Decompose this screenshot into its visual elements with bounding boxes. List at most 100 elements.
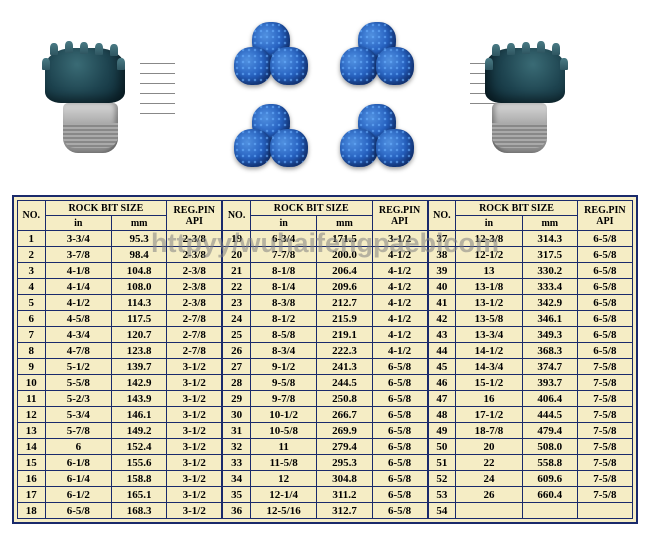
table-cell-mm: 143.9 (112, 391, 167, 407)
table-row: 74-3/4120.72-7/8 (18, 327, 222, 343)
table-row: 4716406.47-5/8 (428, 391, 632, 407)
table-cell-api: 2-3/8 (167, 247, 222, 263)
table-row: 84-7/8123.82-7/8 (18, 343, 222, 359)
table-cell-api: 6-5/8 (372, 391, 427, 407)
table-cell-api: 4-1/2 (372, 295, 427, 311)
table-cell-mm: 295.3 (317, 455, 372, 471)
table-row: 5020508.07-5/8 (428, 439, 632, 455)
table-cell-api: 4-1/2 (372, 327, 427, 343)
table-cell-no: 50 (428, 439, 456, 455)
table-cell-api: 6-5/8 (372, 375, 427, 391)
table-cell-api: 2-7/8 (167, 343, 222, 359)
table-cell-in: 13-1/2 (456, 295, 523, 311)
table-cell-api: 3-1/2 (167, 375, 222, 391)
table-row: 3110-5/8269.96-5/8 (223, 423, 427, 439)
table-cell-mm: 139.7 (112, 359, 167, 375)
table-cell-no: 32 (223, 439, 251, 455)
table-cell-mm: 120.7 (112, 327, 167, 343)
table-cell-api: 4-1/2 (372, 311, 427, 327)
table-row: 279-1/2241.36-5/8 (223, 359, 427, 375)
table-cell-no: 27 (223, 359, 251, 375)
table-cell-no: 21 (223, 263, 251, 279)
table-cell-mm: 393.7 (522, 375, 577, 391)
table-row: 176-1/2165.13-1/2 (18, 487, 222, 503)
table-cell-api: 2-3/8 (167, 231, 222, 247)
table-cell-no: 29 (223, 391, 251, 407)
callout-lines-left (140, 58, 180, 138)
table-row: 64-5/8117.52-7/8 (18, 311, 222, 327)
table-cell-in: 14-1/2 (456, 343, 523, 359)
table-cell-mm: 346.1 (522, 311, 577, 327)
table-cell-in: 22 (456, 455, 523, 471)
pin-threads (63, 123, 118, 148)
blue-tricone-4 (338, 104, 418, 174)
table-cell-api: 6-5/8 (577, 311, 632, 327)
table-cell-mm: 444.5 (522, 407, 577, 423)
table-cell-api: 7-5/8 (577, 487, 632, 503)
product-images-row (0, 0, 650, 195)
table-cell-no: 14 (18, 439, 46, 455)
table-cell-no: 26 (223, 343, 251, 359)
table-cell-mm: 406.4 (522, 391, 577, 407)
table-row: 4313-3/4349.36-5/8 (428, 327, 632, 343)
col-header-api: REG.PIN API (577, 201, 632, 231)
table-cell-no: 47 (428, 391, 456, 407)
blue-tricone-grid (225, 22, 425, 174)
table-cell-no: 52 (428, 471, 456, 487)
table-cell-mm: 168.3 (112, 503, 167, 519)
table-cell-no: 19 (223, 231, 251, 247)
table-section-3: NO. ROCK BIT SIZE REG.PIN API in mm 3712… (428, 200, 633, 519)
table-cell-in (456, 503, 523, 519)
blue-tricone-3 (232, 104, 312, 174)
table-cell-mm: 146.1 (112, 407, 167, 423)
table-cell-in: 12-3/8 (456, 231, 523, 247)
table-cell-in: 7-7/8 (250, 247, 317, 263)
table-cell-no: 37 (428, 231, 456, 247)
table-cell-in: 6-1/4 (45, 471, 112, 487)
table-cell-api: 3-1/2 (167, 487, 222, 503)
table-cell-api: 6-5/8 (577, 279, 632, 295)
table-cell-api: 6-5/8 (372, 407, 427, 423)
table-cell-mm: 222.3 (317, 343, 372, 359)
table-cell-in: 14-3/4 (456, 359, 523, 375)
table-row: 54 (428, 503, 632, 519)
table-cell-no: 41 (428, 295, 456, 311)
table-row: 4817-1/2444.57-5/8 (428, 407, 632, 423)
table-cell-in: 5-1/2 (45, 359, 112, 375)
col-header-mm: mm (317, 216, 372, 231)
table-cell-no: 43 (428, 327, 456, 343)
table-cell-mm: 314.3 (522, 231, 577, 247)
blue-tricone-2 (338, 22, 418, 92)
table-cell-no: 3 (18, 263, 46, 279)
table-row: 166-1/4158.83-1/2 (18, 471, 222, 487)
table-cell-in: 3-3/4 (45, 231, 112, 247)
table-cell-api: 6-5/8 (577, 327, 632, 343)
table-cell-api: 3-1/2 (167, 407, 222, 423)
table-cell-mm: 609.6 (522, 471, 577, 487)
table-cell-in: 6 (45, 439, 112, 455)
table-cell-in: 9-7/8 (250, 391, 317, 407)
table-cell-api: 6-5/8 (372, 359, 427, 375)
table-cell-mm: 250.8 (317, 391, 372, 407)
table-cell-mm: 123.8 (112, 343, 167, 359)
table-cell-mm: 152.4 (112, 439, 167, 455)
table-cell-no: 1 (18, 231, 46, 247)
table-cell-api: 2-7/8 (167, 327, 222, 343)
table-cell-api: 3-1/2 (372, 231, 427, 247)
table-cell-api: 4-1/2 (372, 247, 427, 263)
table-cell-in: 11-5/8 (250, 455, 317, 471)
table-cell-in: 9-5/8 (250, 375, 317, 391)
table-cell-no: 54 (428, 503, 456, 519)
table-row: 3412304.86-5/8 (223, 471, 427, 487)
table-row: 125-3/4146.13-1/2 (18, 407, 222, 423)
table-cell-mm: 155.6 (112, 455, 167, 471)
table-cell-in: 13-5/8 (456, 311, 523, 327)
table-cell-mm: 558.8 (522, 455, 577, 471)
table-cell-api: 7-5/8 (577, 375, 632, 391)
table-cell-api: 3-1/2 (167, 439, 222, 455)
table-row: 4013-1/8333.46-5/8 (428, 279, 632, 295)
table-row: 228-1/4209.64-1/2 (223, 279, 427, 295)
table-cell-mm: 165.1 (112, 487, 167, 503)
table-cell-mm: 333.4 (522, 279, 577, 295)
table-row: 5326660.47-5/8 (428, 487, 632, 503)
